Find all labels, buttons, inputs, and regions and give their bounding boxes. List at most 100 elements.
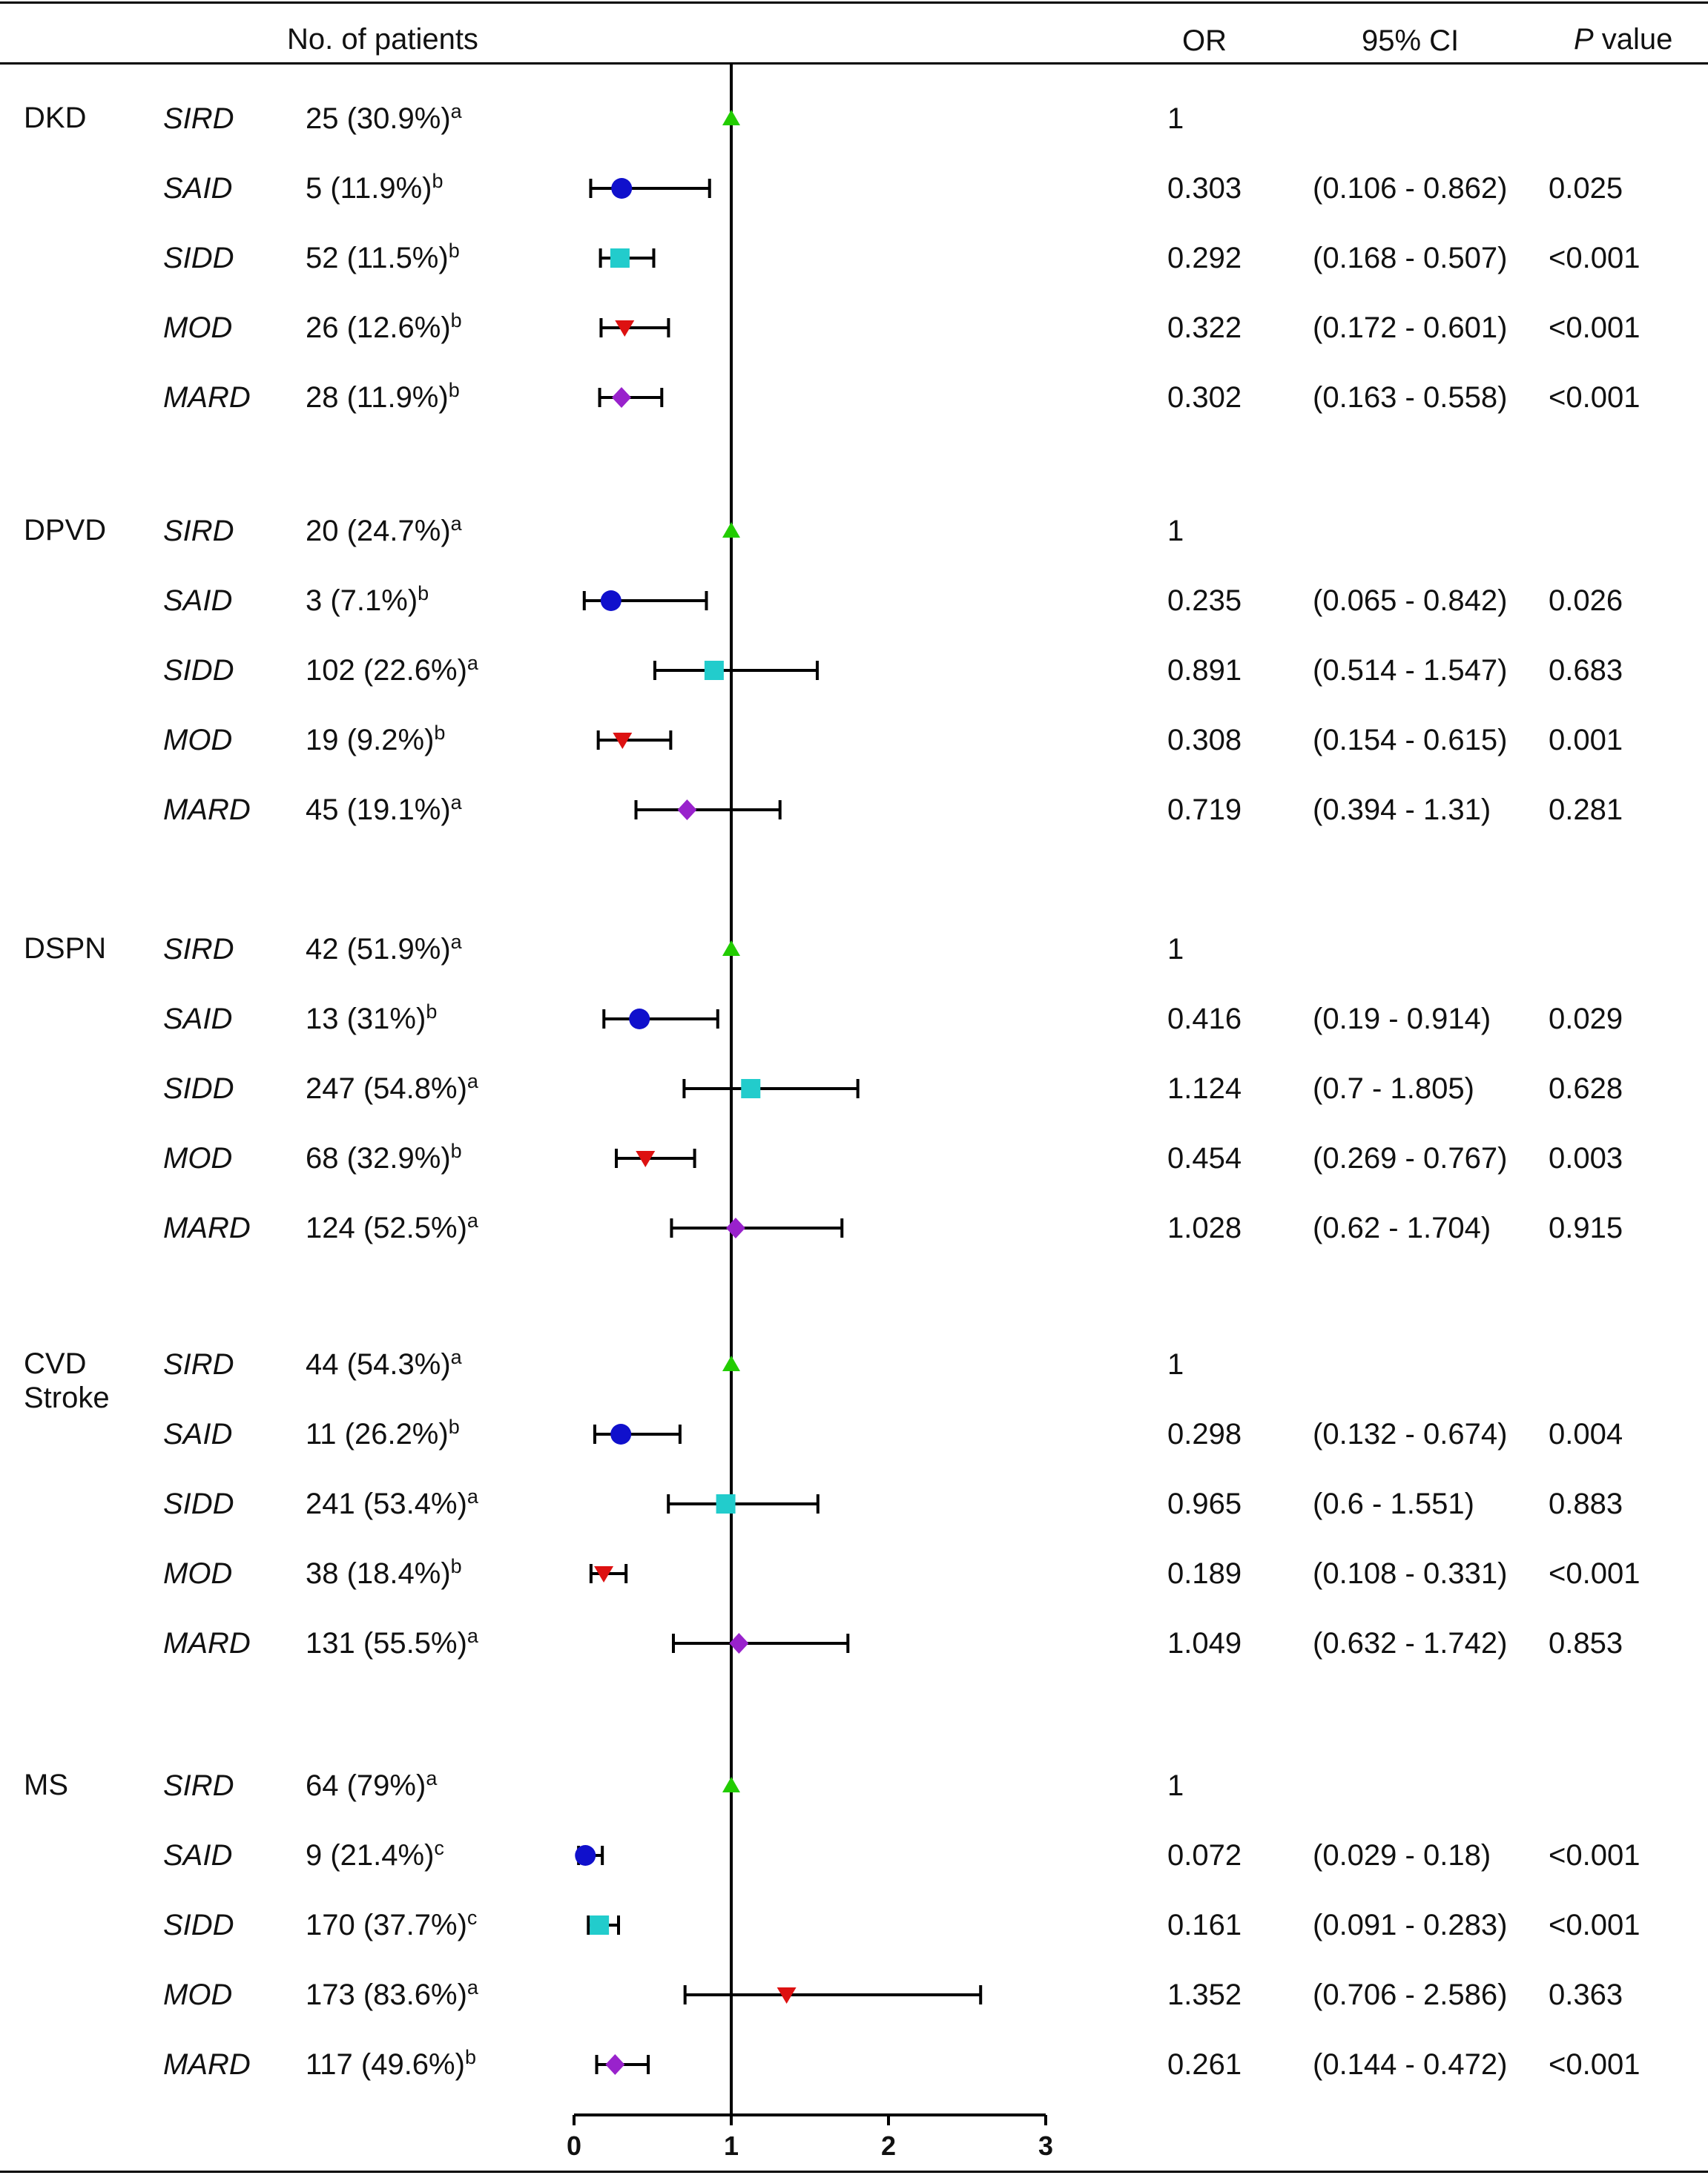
p-value: 0.003 (1549, 1142, 1623, 1175)
or-cell: 0.416 (1167, 1004, 1242, 1034)
ci-value: (0.163 - 0.558) (1313, 381, 1508, 414)
subtype-label: SIRD (163, 1350, 234, 1379)
patients-count: 28 (11.9%) (306, 381, 449, 414)
header-p-rest: value (1593, 23, 1673, 56)
ci-cell: (0.091 - 0.283) (1313, 1910, 1507, 1940)
subtype-text: MARD (163, 1212, 251, 1244)
subtype-label: MOD (163, 1559, 232, 1588)
subtype-label: MARD (163, 1628, 251, 1658)
or-cell: 1 (1167, 1350, 1184, 1379)
bottom-rule (0, 2171, 1708, 2173)
p-value: 0.029 (1549, 1003, 1623, 1035)
or-value: 1 (1167, 102, 1184, 135)
or-value: 0.235 (1167, 584, 1242, 617)
subtype-label: SAID (163, 174, 232, 203)
x-tick-label: 1 (724, 2131, 739, 2161)
or-cell: 1 (1167, 516, 1184, 546)
subtype-label: SAID (163, 1841, 232, 1870)
subtype-label: SIRD (163, 934, 234, 964)
patients-count: 44 (54.3%) (306, 1348, 451, 1381)
or-value: 0.891 (1167, 654, 1242, 687)
p-cell: 0.683 (1549, 656, 1623, 685)
subtype-label: SIRD (163, 516, 234, 546)
or-value: 0.303 (1167, 172, 1242, 205)
subtype-label: SIDD (163, 1910, 234, 1940)
ci-cell: (0.6 - 1.551) (1313, 1489, 1474, 1519)
or-cell: 0.454 (1167, 1144, 1242, 1173)
ci-cell: (0.065 - 0.842) (1313, 586, 1507, 616)
p-value: 0.001 (1549, 724, 1623, 756)
or-marker-diamond (725, 1218, 745, 1238)
or-cell: 0.308 (1167, 725, 1242, 755)
p-value: 0.883 (1549, 1488, 1623, 1520)
p-value: <0.001 (1549, 1839, 1641, 1872)
p-value: 0.281 (1549, 793, 1623, 826)
ci-cell: (0.514 - 1.547) (1313, 656, 1507, 685)
header-no-of-patients: No. of patients (287, 23, 478, 56)
or-marker-triangle-up (722, 522, 740, 538)
or-marker-triangle-down (776, 1987, 797, 2004)
p-cell: 0.004 (1549, 1419, 1623, 1449)
subtype-text: MOD (163, 1142, 233, 1175)
patients-count: 247 (54.8%) (306, 1072, 467, 1105)
subtype-text: MARD (163, 1627, 251, 1660)
patients-cell: 124 (52.5%)a (306, 1211, 478, 1244)
patients-cell: 5 (11.9%)b (306, 171, 443, 204)
patients-cell: 45 (19.1%)a (306, 793, 462, 825)
ci-value: (0.029 - 0.18) (1313, 1839, 1491, 1872)
subtype-label: MOD (163, 1144, 232, 1173)
p-cell: 0.029 (1549, 1004, 1623, 1034)
ci-value: (0.168 - 0.507) (1313, 242, 1508, 274)
group-label-line: DPVD (24, 514, 107, 547)
or-cell: 0.302 (1167, 383, 1242, 412)
p-value: 0.853 (1549, 1627, 1623, 1660)
patients-cell: 247 (54.8%)a (306, 1072, 478, 1105)
patients-cell: 102 (22.6%)a (306, 653, 478, 686)
subtype-label: SIDD (163, 1489, 234, 1519)
group-label-line: DSPN (24, 932, 107, 965)
ci-value: (0.269 - 0.767) (1313, 1142, 1508, 1175)
subtype-text: SIDD (163, 1909, 234, 1941)
or-value: 0.719 (1167, 793, 1242, 826)
patients-count: 3 (7.1%) (306, 584, 418, 617)
ci-cell: (0.154 - 0.615) (1313, 725, 1507, 755)
or-marker-diamond (605, 2054, 625, 2075)
patients-cell: 170 (37.7%)c (306, 1908, 477, 1941)
or-value: 1.352 (1167, 1979, 1242, 2011)
or-cell: 1.352 (1167, 1980, 1242, 2010)
or-value: 0.161 (1167, 1909, 1242, 1941)
subtype-text: SAID (163, 1839, 233, 1872)
subtype-text: MOD (163, 1979, 233, 2011)
patients-cell: 20 (24.7%)a (306, 514, 462, 547)
subtype-label: MOD (163, 1980, 232, 2010)
header-p-italic: P (1574, 23, 1594, 56)
p-cell: 0.853 (1549, 1628, 1623, 1658)
subtype-text: MOD (163, 1557, 233, 1590)
or-marker-diamond (677, 799, 697, 820)
or-value: 1 (1167, 1348, 1184, 1381)
or-cell: 0.235 (1167, 586, 1242, 616)
patients-cell: 19 (9.2%)b (306, 723, 445, 756)
p-value: <0.001 (1549, 1909, 1641, 1941)
significance-superscript: a (426, 1767, 438, 1789)
header-95-ci: 95% CI (1362, 24, 1460, 57)
or-marker-circle (611, 178, 633, 199)
or-cell: 1.049 (1167, 1628, 1242, 1658)
or-marker-triangle-up (722, 1356, 740, 1371)
group-label: MS (24, 1768, 68, 1802)
significance-superscript: b (448, 240, 460, 262)
p-cell: <0.001 (1549, 1910, 1640, 1940)
significance-superscript: a (466, 1976, 478, 1999)
p-value: 0.915 (1549, 1212, 1623, 1244)
patients-count: 25 (30.9%) (306, 102, 451, 135)
or-cell: 0.965 (1167, 1489, 1242, 1519)
patients-cell: 26 (12.6%)b (306, 311, 462, 343)
patients-count: 42 (51.9%) (306, 933, 451, 966)
or-value: 0.072 (1167, 1839, 1242, 1872)
ci-value: (0.065 - 0.842) (1313, 584, 1508, 617)
or-value: 1 (1167, 1769, 1184, 1802)
ci-value: (0.632 - 1.742) (1313, 1627, 1508, 1660)
or-cell: 0.298 (1167, 1419, 1242, 1449)
ci-value: (0.7 - 1.805) (1313, 1072, 1474, 1105)
